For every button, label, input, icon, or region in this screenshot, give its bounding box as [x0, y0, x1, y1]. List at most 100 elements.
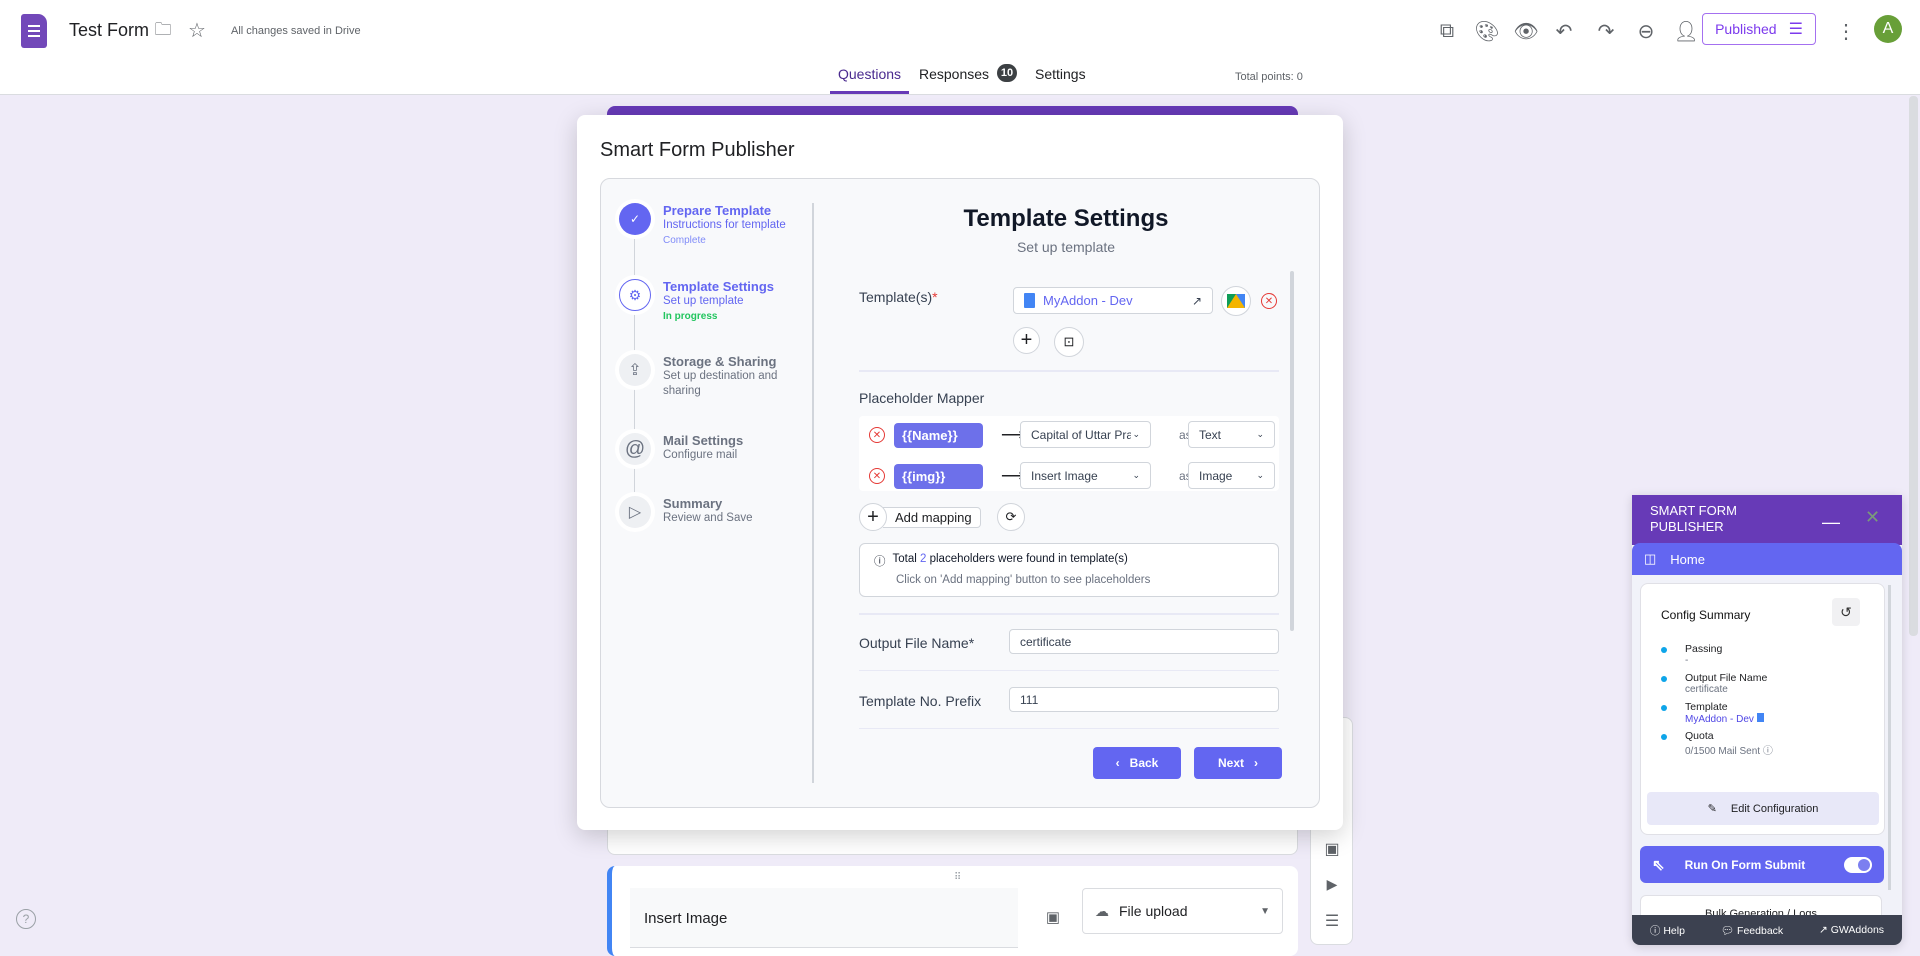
- footer-feedback[interactable]: 💬︎ Feedback: [1720, 924, 1784, 937]
- insert-image-icon[interactable]: ▣: [1045, 909, 1061, 926]
- play-icon: ▷: [619, 496, 651, 528]
- template-file-chip[interactable]: MyAddon - Dev ↗: [1013, 287, 1213, 314]
- file-settings-icon: ⚙: [619, 279, 651, 311]
- link-icon[interactable]: ⊖: [1637, 20, 1655, 43]
- help-icon[interactable]: ?: [16, 909, 36, 929]
- run-on-submit-label: Run On Form Submit: [1684, 857, 1806, 872]
- template-link[interactable]: MyAddon - Dev: [1685, 713, 1764, 725]
- help-circle-icon[interactable]: ⓘ: [1762, 746, 1773, 757]
- step-title: Mail Settings: [663, 433, 744, 448]
- remove-mapping-icon[interactable]: ✕: [869, 468, 885, 484]
- google-doc-icon: [1756, 713, 1764, 722]
- add-image-icon[interactable]: ▣: [1324, 841, 1340, 858]
- step-template-settings[interactable]: ⚙ Template Settings Set up template In p…: [619, 279, 774, 324]
- addon-icon[interactable]: ⧉: [1439, 19, 1455, 42]
- refresh-mappings-button[interactable]: ⟳: [997, 503, 1025, 531]
- next-button[interactable]: Next ›: [1194, 747, 1282, 779]
- smart-form-publisher-dialog: Smart Form Publisher ✓ Prepare Template …: [577, 115, 1343, 830]
- summary-item: Quota 0/1500 Mail Sent ⓘ: [1661, 730, 1871, 759]
- placeholder-chip: {{img}}: [894, 464, 983, 489]
- redo-icon[interactable]: ↷: [1597, 20, 1615, 43]
- question-select[interactable]: Capital of Uttar Prade⌄: [1020, 421, 1151, 448]
- chevron-right-icon: ›: [1254, 756, 1258, 770]
- template-prefix-input[interactable]: 111: [1009, 687, 1279, 712]
- config-title: Config Summary: [1661, 608, 1751, 622]
- sidebar-toggle-icon[interactable]: ◫: [1644, 551, 1657, 566]
- presentation-template-button[interactable]: ⊡: [1054, 327, 1084, 357]
- page-scrollbar[interactable]: [1909, 96, 1918, 636]
- step-title: Summary: [663, 496, 723, 511]
- question-select[interactable]: Insert Image ⌄: [1020, 462, 1151, 489]
- close-icon[interactable]: ✕: [1865, 507, 1881, 527]
- config-summary-card: Config Summary ↺ Passing - Output File Na…: [1640, 583, 1885, 835]
- footer-help[interactable]: ⓘ Help: [1649, 924, 1685, 937]
- step-summary[interactable]: ▷ Summary Review and Save: [619, 496, 753, 528]
- type-select[interactable]: Image ⌄: [1188, 462, 1275, 489]
- tab-responses[interactable]: Responses 10: [919, 64, 1018, 94]
- step-storage-sharing[interactable]: ⇪ Storage & Sharing Set up destination a…: [619, 354, 788, 399]
- footer-gwaddons[interactable]: ↗ GWAddons: [1819, 924, 1885, 936]
- cursor-click-icon: ⇖: [1652, 856, 1665, 874]
- add-collaborator-icon[interactable]: 👤︎: [1673, 20, 1699, 43]
- google-drive-button[interactable]: [1221, 286, 1251, 316]
- question-title-input[interactable]: Insert Image: [630, 888, 1018, 948]
- step-subtitle: Review and Save: [663, 512, 753, 524]
- chevron-down-icon: ⌄: [1132, 470, 1140, 480]
- more-menu-icon[interactable]: ⋮: [1836, 20, 1856, 43]
- tab-questions[interactable]: Questions: [830, 66, 910, 94]
- minimize-icon[interactable]: —: [1822, 512, 1840, 532]
- back-button[interactable]: ‹ Back: [1093, 747, 1181, 779]
- question-type-select[interactable]: ☁ File upload ▼: [1082, 888, 1283, 934]
- step-title: Storage & Sharing: [663, 354, 777, 369]
- step-mail-settings[interactable]: @ Mail Settings Configure mail: [619, 433, 743, 465]
- add-mapping-button[interactable]: + Add mapping: [859, 503, 981, 531]
- output-file-name-label: Output File Name*: [859, 635, 975, 651]
- open-external-icon[interactable]: ↗: [1191, 293, 1202, 308]
- plus-icon: +: [859, 503, 887, 531]
- reset-icon[interactable]: ↺: [1832, 598, 1860, 626]
- folder-icon[interactable]: 🗀: [154, 19, 172, 39]
- at-icon: @: [619, 433, 651, 465]
- form-title[interactable]: Test Form: [69, 20, 150, 40]
- edit-configuration-button[interactable]: ✎ Edit Configuration: [1647, 792, 1879, 825]
- content-scrollbar[interactable]: [1290, 271, 1294, 631]
- tab-responses-label: Responses: [919, 66, 990, 82]
- placeholder-chip: {{Name}}: [894, 423, 983, 448]
- avatar[interactable]: A: [1874, 15, 1902, 43]
- drag-handle-icon[interactable]: ⠿: [954, 872, 962, 883]
- published-button[interactable]: Published ☰: [1702, 13, 1816, 45]
- step-prepare-template[interactable]: ✓ Prepare Template Instructions for temp…: [619, 203, 786, 248]
- add-section-icon[interactable]: ☰: [1324, 913, 1340, 930]
- run-on-form-submit[interactable]: ⇖ Run On Form Submit: [1640, 846, 1884, 883]
- type-select[interactable]: Text ⌄: [1188, 421, 1275, 448]
- chevron-left-icon: ‹: [1115, 756, 1120, 770]
- pencil-icon: ✎: [1707, 803, 1717, 815]
- info-text: Total 2 placeholders were found in templ…: [892, 553, 1128, 565]
- add-video-icon[interactable]: ▶: [1326, 875, 1338, 892]
- question-card-active[interactable]: ⠿ Insert Image ▣ ☁ File upload ▼: [607, 866, 1298, 956]
- placeholder-mapper-label: Placeholder Mapper: [859, 390, 985, 406]
- output-file-name-input[interactable]: certificate: [1009, 629, 1279, 654]
- tab-settings[interactable]: Settings: [1035, 66, 1086, 82]
- step-status: In progress: [663, 311, 718, 322]
- step-subtitle: Set up destination and sharing: [663, 370, 778, 397]
- undo-icon[interactable]: ↶: [1555, 20, 1573, 43]
- palette-icon[interactable]: 🎨︎: [1474, 20, 1500, 43]
- divider: [859, 613, 1279, 615]
- add-template-button[interactable]: +: [1013, 327, 1040, 354]
- run-on-submit-toggle[interactable]: [1844, 856, 1872, 873]
- add-mapping-label: Add mapping: [883, 506, 981, 528]
- remove-template-icon[interactable]: ✕: [1261, 293, 1277, 309]
- panel-scrollbar[interactable]: [1888, 585, 1891, 890]
- wizard-panel: ✓ Prepare Template Instructions for temp…: [600, 178, 1320, 808]
- edit-label: Edit Configuration: [1730, 802, 1819, 815]
- cloud-upload-icon: ☁: [1095, 902, 1109, 919]
- step-subtitle: Set up template: [663, 295, 744, 307]
- forms-logo[interactable]: [21, 14, 47, 48]
- nav-home[interactable]: ◫ Home: [1632, 543, 1902, 575]
- preview-icon[interactable]: 👁︎: [1513, 20, 1539, 43]
- check-icon: ✓: [619, 203, 651, 235]
- info-hint: Click on 'Add mapping' button to see pla…: [896, 574, 1151, 586]
- star-icon[interactable]: ☆: [188, 19, 206, 42]
- remove-mapping-icon[interactable]: ✕: [869, 427, 885, 443]
